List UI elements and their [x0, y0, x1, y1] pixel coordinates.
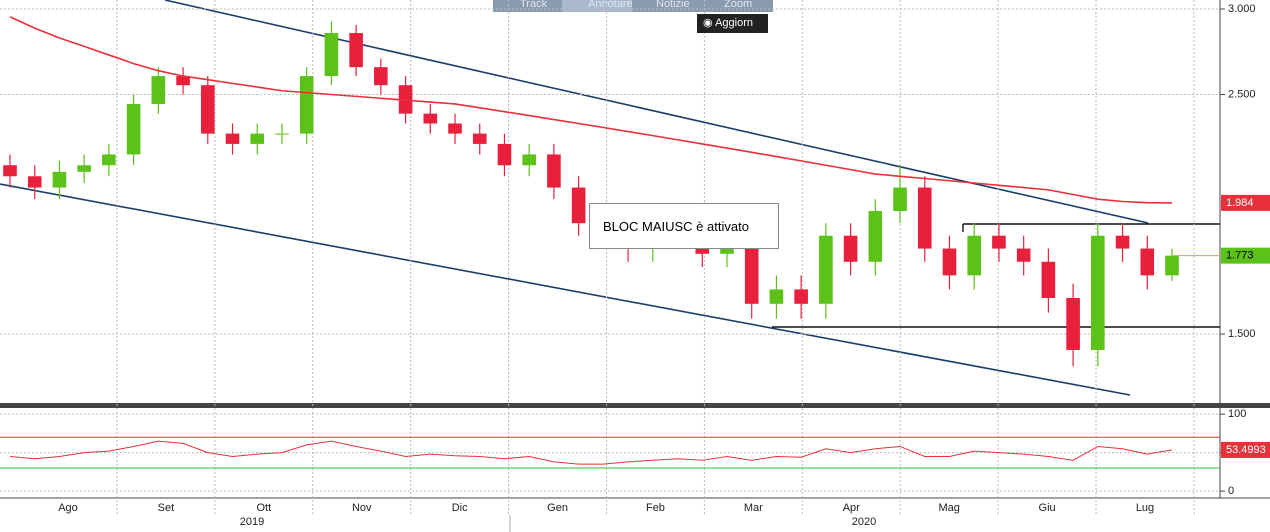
candle-body — [1016, 248, 1031, 262]
candle-body — [992, 235, 1006, 249]
toolbar-item[interactable]: Track — [520, 0, 548, 10]
x-tick-label: Ago — [58, 502, 78, 514]
candle-body — [744, 248, 759, 304]
trendline — [0, 183, 1131, 396]
candle-body — [769, 289, 784, 304]
value-badge-label: 1.984 — [1226, 197, 1254, 209]
candle-body — [151, 76, 166, 104]
y-tick-label: 100 — [1228, 408, 1246, 420]
candle-body — [547, 154, 561, 188]
candle-body — [200, 85, 215, 134]
candle-body — [102, 154, 116, 166]
y-tick-label: 0 — [1228, 485, 1234, 497]
rsi-line — [9, 440, 1173, 465]
value-badge — [1221, 194, 1270, 211]
value-badge — [1221, 247, 1270, 264]
toolbar-item[interactable]: Notizie — [656, 0, 690, 10]
candle-body — [77, 165, 91, 172]
toolbar: Track Annotare Notizie Zoom — [493, 0, 773, 12]
tooltip-text: BLOC MAIUSC è attivato — [603, 219, 749, 234]
candle-body — [1140, 248, 1155, 276]
candle-body — [176, 76, 190, 86]
refresh-button[interactable]: ◉ Aggiorn — [697, 14, 768, 33]
value-badge — [1221, 441, 1270, 458]
candle-body — [52, 171, 67, 188]
y-tick-label: 3.000 — [1228, 3, 1256, 15]
candle-body — [423, 113, 438, 124]
year-label: 2020 — [852, 516, 876, 528]
toolbar-item[interactable]: Zoom — [724, 0, 752, 10]
refresh-label: Aggiorn — [715, 17, 753, 29]
candle-body — [448, 123, 462, 134]
x-tick-label: Ott — [256, 502, 271, 514]
x-tick-label: Nov — [352, 502, 372, 514]
candle-body — [917, 187, 932, 249]
x-tick-label: Set — [158, 502, 175, 514]
candle-body — [349, 33, 363, 68]
candle-body — [571, 187, 586, 224]
candle-body — [225, 133, 240, 144]
refresh-icon: ◉ — [703, 17, 713, 29]
toolbar-active — [562, 0, 632, 12]
candle-body — [374, 67, 388, 86]
candle-body — [27, 176, 42, 188]
candle-body — [843, 235, 858, 262]
x-tick-label: Gen — [547, 502, 568, 514]
x-tick-label: Dic — [452, 502, 468, 514]
y-tick-label: 1.500 — [1228, 328, 1256, 340]
candle-body — [1115, 235, 1130, 249]
y-tick-label: 2.500 — [1228, 88, 1256, 100]
moving-average — [9, 16, 1173, 204]
x-tick-label: Feb — [646, 502, 665, 514]
value-badge-label: 1.773 — [1226, 250, 1254, 262]
candle-body — [497, 143, 512, 166]
x-tick-label: Giu — [1039, 502, 1056, 514]
panel-divider — [0, 403, 1270, 408]
candle-body — [324, 33, 339, 77]
candle-body — [967, 235, 982, 276]
candle-body — [126, 103, 141, 155]
candle-body — [720, 248, 734, 254]
x-tick-label: Mar — [744, 502, 763, 514]
candle-body — [819, 235, 833, 304]
candle-body — [794, 289, 808, 304]
candle-body — [893, 187, 907, 212]
candle-body — [942, 248, 957, 276]
candle-body — [275, 133, 289, 135]
candle-body — [1066, 297, 1080, 350]
candle-body — [3, 165, 17, 177]
toolbar-item[interactable]: Annotare — [588, 0, 633, 10]
x-tick-label: Mag — [938, 502, 959, 514]
x-tick-label: Apr — [843, 502, 860, 514]
candle-body — [1165, 255, 1179, 276]
candle-body — [1091, 235, 1105, 350]
candle-body — [522, 154, 536, 166]
candle-body — [1041, 261, 1056, 298]
value-badge-label: 53.4993 — [1226, 444, 1266, 456]
tooltip: BLOC MAIUSC è attivato — [589, 203, 779, 249]
candle-body — [472, 133, 487, 144]
candle-body — [299, 76, 314, 134]
x-tick-label: Lug — [1136, 502, 1154, 514]
candle-body — [250, 133, 265, 144]
year-label: 2019 — [240, 516, 264, 528]
candle-body — [868, 211, 883, 262]
